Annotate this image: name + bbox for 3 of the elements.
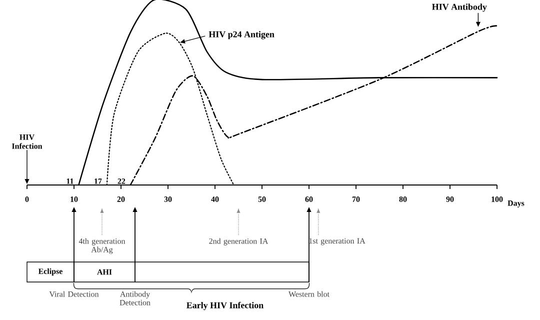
text: Early HIV Infection [186,302,264,310]
series-label: HIV Antibody [432,4,487,12]
legend-label: HIV p24 Antigen [208,31,274,40]
